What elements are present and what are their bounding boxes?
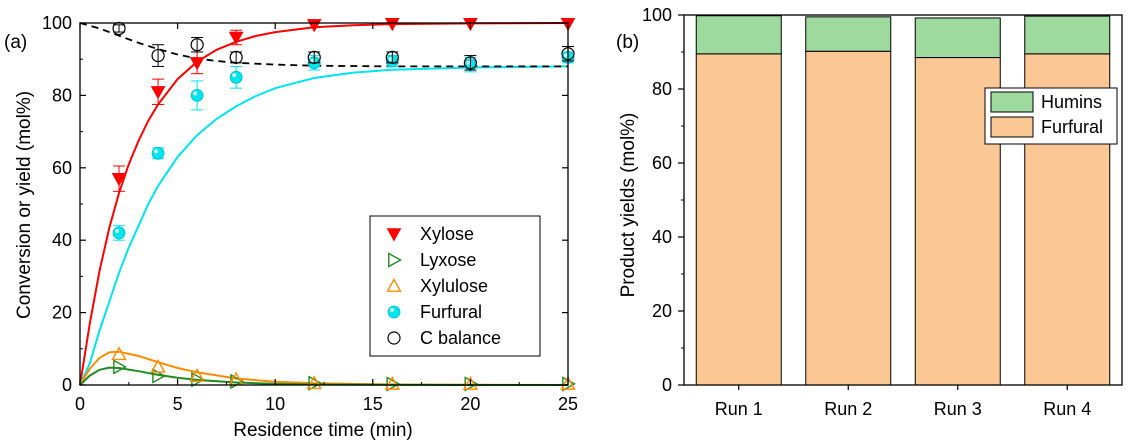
legend-swatch-xylose	[386, 228, 402, 242]
data-point-xylulose	[150, 358, 166, 373]
data-point-xylulose	[189, 368, 205, 382]
y-tick-label: 40	[52, 230, 72, 250]
series-xylulose	[111, 346, 576, 390]
fit-curve-c-balance	[79, 22, 568, 68]
chart-b-panel-label: (b)	[616, 32, 639, 53]
data-point-furfural-highlight	[466, 60, 471, 65]
data-point-c-balance	[151, 48, 165, 63]
fit-curve-furfural	[79, 65, 569, 386]
legend-swatch-furfural-highlight	[390, 308, 394, 312]
data-point-xylulose	[560, 375, 576, 390]
data-point-lyxose	[113, 359, 127, 375]
x-tick-label: Run 4	[1043, 399, 1091, 419]
chart-a-x-axis-label: Residence time (min)	[233, 420, 413, 440]
data-point-furfural-highlight	[154, 149, 159, 154]
data-point-c-balance	[385, 50, 399, 64]
bar-humins-run-4	[1024, 15, 1111, 55]
bar-humins-run-3	[914, 17, 1001, 59]
y-tick-label: 100	[642, 5, 672, 25]
y-tick-label: 60	[652, 153, 672, 173]
data-point-lyxose	[562, 376, 576, 392]
x-tick-label: 10	[265, 394, 285, 414]
legend-swatch-furfural	[990, 116, 1034, 138]
legend-label-furfural: Furfural	[420, 302, 482, 322]
legend-swatch-humins	[990, 91, 1034, 113]
data-point-furfural-highlight	[232, 73, 237, 78]
data-point-furfural-highlight	[310, 58, 315, 63]
fit-curve-xylose	[79, 22, 569, 386]
y-tick-label: 0	[662, 375, 672, 395]
y-tick-label: 100	[42, 13, 72, 33]
x-tick-label: 20	[460, 394, 480, 414]
x-tick-label: 25	[558, 394, 578, 414]
y-tick-label: 0	[62, 375, 72, 395]
data-point-furfural-highlight	[115, 228, 120, 233]
data-point-c-balance	[463, 56, 477, 70]
legend-label-c-balance: C balance	[420, 328, 501, 348]
y-tick-label: 20	[652, 301, 672, 321]
y-tick-label: 60	[52, 158, 72, 178]
data-point-xylose	[150, 86, 166, 100]
data-point-xylulose	[306, 375, 322, 390]
x-tick-label: 0	[75, 394, 85, 414]
legend-label-xylose: Xylose	[420, 224, 474, 244]
bar-humins-run-2	[805, 16, 892, 52]
data-point-xylose	[189, 57, 205, 71]
x-tick-label: Run 1	[715, 399, 763, 419]
legend-label-lyxose: Lyxose	[420, 250, 476, 270]
data-point-lyxose	[464, 376, 479, 392]
y-tick-label: 20	[52, 303, 72, 323]
series-c-balance	[112, 21, 575, 71]
chart-b-legend: Humins Furfural	[984, 87, 1118, 145]
data-point-c-balance	[190, 38, 204, 52]
data-point-xylose	[111, 172, 127, 187]
chart-a-y-axis-label: Conversion or yield (mol%)	[14, 91, 35, 319]
chart-a-panel-label: (a)	[4, 32, 27, 53]
legend-label-humins: Humins	[1041, 92, 1102, 112]
data-point-furfural-highlight	[193, 91, 198, 96]
x-tick-label: Run 2	[824, 399, 872, 419]
legend-label-xylulose: Xylulose	[420, 276, 488, 296]
legend-swatch-c-balance	[387, 331, 401, 345]
legend-label-furfural: Furfural	[1041, 117, 1103, 137]
bar-humins-run-1	[695, 15, 782, 55]
data-point-c-balance	[229, 50, 243, 64]
data-point-xylose	[228, 31, 244, 46]
legend-swatch-lyxose	[388, 252, 402, 268]
x-tick-label: 5	[173, 394, 183, 414]
bar-furfural-run-2	[805, 50, 892, 386]
data-point-lyxose	[308, 375, 323, 391]
data-point-xylose	[384, 18, 400, 32]
data-point-furfural-highlight	[564, 53, 568, 58]
x-tick-label: Run 3	[934, 399, 982, 419]
bar-furfural-run-1	[695, 53, 782, 386]
x-tick-label: 15	[363, 394, 383, 414]
chart-a-legend: Xylose Lyxose Xylulose Furfural C balance	[369, 215, 541, 357]
chart-b-y-axis-label: Product yields (mol%)	[618, 113, 639, 298]
y-tick-label: 80	[652, 79, 672, 99]
data-point-xylulose	[111, 346, 127, 361]
data-point-xylulose	[462, 375, 479, 390]
data-point-furfural-highlight	[388, 57, 393, 62]
y-tick-label: 80	[52, 85, 72, 105]
data-point-c-balance	[307, 50, 321, 64]
y-tick-label: 40	[652, 227, 672, 247]
data-point-xylulose	[384, 375, 401, 390]
legend-swatch-xylulose	[386, 278, 402, 292]
data-point-lyxose	[386, 376, 401, 392]
